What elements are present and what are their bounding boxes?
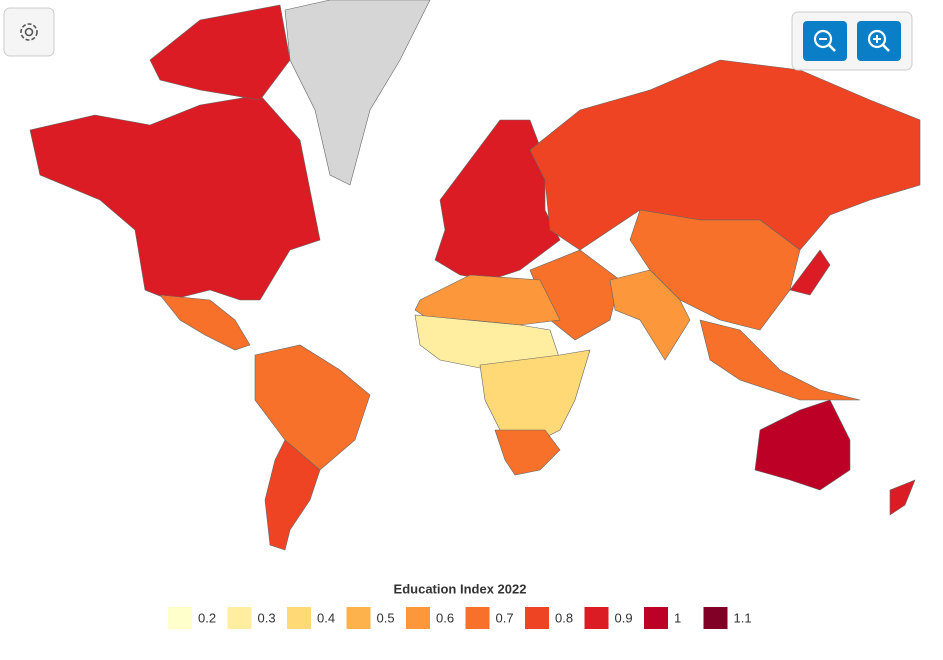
region — [29, 94, 321, 301]
legend-swatch — [525, 607, 549, 629]
legend-swatch — [168, 607, 192, 629]
region — [754, 399, 851, 491]
legend-label: 0.3 — [258, 610, 276, 625]
region — [494, 429, 561, 476]
countries — [29, 0, 921, 551]
region — [159, 294, 251, 351]
legend-title: Education Index 2022 — [394, 581, 527, 596]
region — [609, 269, 691, 361]
region — [699, 319, 861, 401]
legend-label: 1.1 — [734, 610, 752, 625]
legend-swatch — [227, 607, 252, 629]
legend-label: 0.7 — [496, 610, 514, 625]
legend-swatch — [465, 607, 490, 629]
region — [479, 349, 591, 441]
settings-button[interactable] — [3, 7, 55, 57]
region — [254, 344, 371, 471]
zoom-icon — [882, 44, 890, 52]
legend-swatch — [584, 607, 609, 629]
legend-swatch — [644, 607, 668, 629]
legend: 0.2 0.3 0.4 0.5 0.6 0.7 0.8 0.9 1 1.1 — [168, 607, 752, 629]
legend-label: 0.2 — [198, 610, 216, 625]
button-bg[interactable] — [3, 7, 55, 57]
legend-swatch — [703, 607, 728, 629]
region — [149, 4, 291, 101]
zoom-out-button[interactable] — [803, 21, 847, 61]
region — [529, 59, 921, 251]
region — [889, 479, 916, 516]
region — [789, 249, 831, 296]
region — [264, 439, 321, 551]
gear-icon — [24, 27, 34, 37]
region — [284, 0, 431, 186]
region — [629, 209, 801, 331]
legend-label: 0.5 — [377, 610, 395, 625]
legend-label: 0.9 — [615, 610, 633, 625]
legend-label: 0.4 — [317, 610, 335, 625]
legend-label: 0.6 — [436, 610, 454, 625]
gear-icon — [20, 23, 38, 41]
legend-label: 0.8 — [555, 610, 573, 625]
button-bg[interactable] — [803, 21, 847, 61]
button-bg[interactable] — [857, 21, 901, 61]
legend-swatch — [287, 607, 311, 629]
legend-swatch — [346, 607, 371, 629]
zoom-in-button[interactable] — [857, 21, 901, 61]
zoom-icon — [828, 44, 836, 52]
legend-label: 1 — [674, 610, 681, 625]
zoom-icon — [813, 29, 833, 49]
region — [434, 119, 561, 281]
legend-swatch — [406, 607, 430, 629]
zoom-icon — [867, 29, 887, 49]
